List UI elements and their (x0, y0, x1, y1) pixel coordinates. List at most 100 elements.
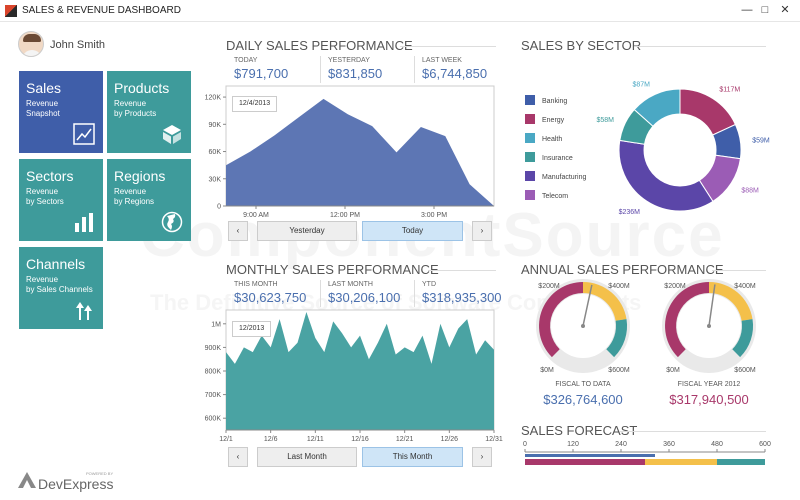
monthly-date-badge: 12/2013 (232, 321, 272, 337)
donut-data-label: $88M (741, 188, 759, 195)
sales-by-sector-donut[interactable]: Banking Energy Health Insurance Manufacturin… (520, 75, 780, 225)
forecast-tick-label: 480 (711, 441, 723, 448)
stat-label-today: TODAY (234, 57, 258, 64)
y-tick-label: 1M (211, 321, 221, 328)
legend-swatch (525, 95, 535, 105)
tile-products[interactable]: Products Revenue by Products (107, 71, 191, 153)
today-button[interactable]: Today (362, 221, 463, 241)
stat-separator (414, 56, 415, 83)
forecast-tick-label: 0 (523, 441, 527, 448)
gauge-tick-label: $400M (608, 283, 630, 290)
yesterday-button[interactable]: Yesterday (257, 221, 357, 241)
x-tick-label: 12:00 PM (330, 212, 360, 219)
tile-subtitle: Revenue Snapshot (26, 99, 60, 118)
tile-subtitle: Revenue by Products (114, 99, 157, 118)
y-tick-label: 30K (209, 176, 222, 183)
y-tick-label: 90K (209, 122, 222, 129)
maximize-button[interactable]: □ (761, 4, 769, 16)
donut-data-label: $236M (619, 209, 641, 216)
legend-label: Manufacturing (542, 174, 586, 181)
gauge-needle-hub (707, 324, 711, 328)
stat-label-last-week: LAST WEEK (422, 57, 462, 64)
section-rule (634, 46, 766, 47)
x-tick-label: 12/26 (441, 436, 459, 443)
stat-separator (414, 280, 415, 307)
devexpress-logo-icon (18, 472, 36, 488)
gauge-range-high (732, 319, 754, 358)
legend-label: Banking (542, 98, 567, 105)
gauge-needle (708, 284, 716, 327)
tile-sales[interactable]: Sales Revenue Snapshot (19, 71, 103, 153)
devexpress-logo: DevExpress (38, 476, 114, 492)
monthly-prev-button[interactable]: ‹ (228, 447, 248, 467)
monthly-sales-chart[interactable]: 600K 700K 800K 900K 1M 12/1 12/6 12/11 12/16 12/2… (200, 309, 503, 445)
forecast-target-bar (525, 454, 655, 457)
legend-label: Telecom (542, 193, 568, 200)
x-tick-label: 12/11 (307, 436, 324, 443)
tile-regions[interactable]: Regions Revenue by Regions (107, 159, 191, 241)
fiscal-year-2012-gauge: $200M $400M $0M $600M (662, 279, 756, 374)
gauge-range-high (606, 319, 628, 358)
forecast-range (717, 459, 765, 465)
stat-label-ytd: YTD (422, 281, 436, 288)
area-series (226, 98, 494, 206)
minimize-button[interactable]: — (741, 4, 753, 16)
donut-data-label: $87M (632, 81, 650, 88)
tile-subtitle: Revenue by Sectors (26, 187, 64, 206)
section-rule (620, 431, 766, 432)
monthly-sales-title: MONTHLY SALES PERFORMANCE (226, 262, 439, 277)
tile-title: Sectors (26, 168, 74, 184)
tile-channels[interactable]: Channels Revenue by Sales Channels (19, 247, 103, 329)
split-arrow-icon (76, 302, 92, 320)
gauge-value: $326,764,600 (543, 392, 623, 407)
daily-next-button[interactable]: › (472, 221, 492, 241)
daily-sales-chart[interactable]: 0 30K 60K 90K 120K 9:00 AM 12:00 PM 3:00 PM (200, 85, 496, 219)
box-icon (163, 125, 181, 144)
tile-title: Channels (26, 256, 86, 272)
forecast-tick-label: 600 (759, 441, 771, 448)
y-tick-label: 120K (205, 95, 222, 102)
globe-icon (161, 211, 183, 233)
title-bar: SALES & REVENUE DASHBOARD — □ ✕ (0, 0, 800, 22)
gauge-tick-label: $200M (538, 283, 560, 290)
this-month-button[interactable]: This Month (362, 447, 463, 467)
tile-title: Products (114, 80, 170, 96)
y-tick-label: 700K (205, 392, 222, 399)
donut-data-label: $58M (596, 117, 614, 124)
monthly-next-button[interactable]: › (472, 447, 492, 467)
forecast-range (645, 459, 717, 465)
daily-prev-button[interactable]: ‹ (228, 221, 248, 241)
gauge-needle-hub (581, 324, 585, 328)
tile-subtitle: Revenue by Regions (114, 187, 155, 206)
gauge-tick-label: $400M (734, 283, 756, 290)
gauge-range-low (665, 282, 709, 358)
gauge-tick-label: $0M (540, 367, 554, 374)
last-month-button[interactable]: Last Month (257, 447, 357, 467)
sales-forecast-bar: 0 120 240 360 480 600 (523, 441, 771, 465)
donut-data-label: $117M (719, 87, 740, 94)
avatar[interactable] (18, 31, 44, 57)
tile-title: Sales (26, 80, 62, 96)
trend-chart-icon (73, 123, 95, 145)
close-button[interactable]: ✕ (780, 4, 790, 16)
gauge-tick-label: $200M (664, 283, 686, 290)
stat-label-yesterday: YESTERDAY (328, 57, 370, 64)
forecast-tick-label: 120 (567, 441, 579, 448)
area-series (226, 312, 494, 430)
tile-sectors[interactable]: Sectors Revenue by Sectors (19, 159, 103, 241)
gauge-caption: FISCAL YEAR 2012 (677, 381, 741, 388)
legend-swatch (525, 152, 535, 162)
section-rule (428, 270, 496, 271)
stat-value-ytd: $318,935,300 (422, 290, 502, 305)
donut-slice (633, 88, 681, 127)
legend-label: Energy (542, 117, 565, 124)
x-tick-label: 12/31 (485, 436, 503, 443)
x-tick-label: 3:00 PM (421, 212, 447, 219)
y-tick-label: 60K (209, 149, 222, 156)
sales-forecast-title: SALES FORECAST (521, 423, 638, 438)
y-tick-label: 600K (205, 416, 222, 423)
x-tick-label: 12/21 (396, 436, 414, 443)
forecast-tick-label: 240 (615, 441, 627, 448)
app-icon (5, 5, 17, 17)
gauge-range-mid (583, 281, 627, 321)
